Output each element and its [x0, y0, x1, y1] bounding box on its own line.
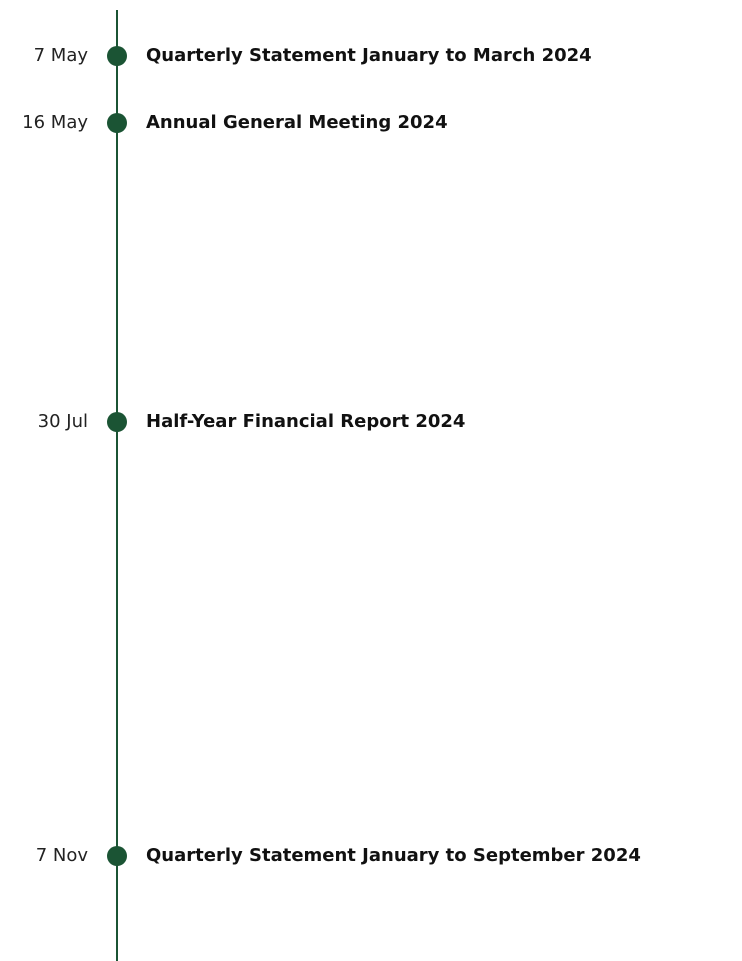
timeline-event-agm: 16 May Annual General Meeting 2024 [0, 111, 742, 135]
timeline-event-half-year-report: 30 Jul Half-Year Financial Report 2024 [0, 410, 742, 434]
timeline-event-q1-statement: 7 May Quarterly Statement January to Mar… [0, 44, 742, 68]
event-title-link[interactable]: Half-Year Financial Report 2024 [146, 411, 466, 432]
event-date: 7 May [33, 45, 88, 66]
timeline-line [116, 10, 118, 961]
event-title-link[interactable]: Quarterly Statement January to September… [146, 845, 641, 866]
timeline-dot-icon [107, 46, 127, 66]
event-date: 7 Nov [35, 845, 88, 866]
timeline-dot-icon [107, 846, 127, 866]
timeline-dot-icon [107, 113, 127, 133]
event-title-link[interactable]: Quarterly Statement January to March 202… [146, 45, 592, 66]
event-date: 16 May [22, 112, 88, 133]
timeline-event-q3-statement: 7 Nov Quarterly Statement January to Sep… [0, 844, 742, 868]
event-date: 30 Jul [37, 411, 88, 432]
event-title-link[interactable]: Annual General Meeting 2024 [146, 112, 448, 133]
timeline-dot-icon [107, 412, 127, 432]
